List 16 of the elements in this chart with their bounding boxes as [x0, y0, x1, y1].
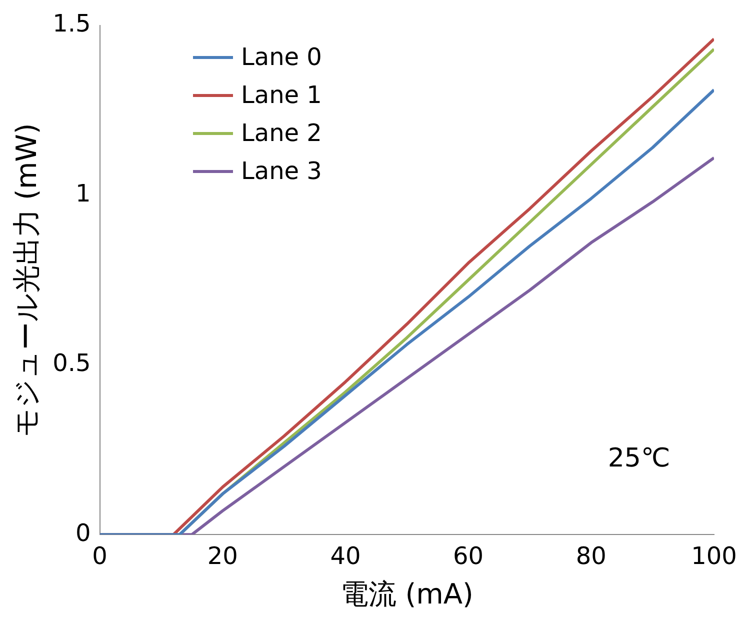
y-axis-title: モジュール光出力 (mW) — [10, 123, 44, 437]
x-tick-label: 80 — [576, 542, 606, 570]
legend-label: Lane 0 — [241, 43, 322, 71]
y-tick-label: 0.5 — [52, 349, 91, 378]
legend-label: Lane 3 — [241, 157, 322, 185]
legend-label: Lane 2 — [241, 119, 322, 147]
annotation: 25℃ — [608, 443, 670, 474]
x-tick-label: 60 — [453, 542, 484, 570]
x-axis-title: 電流 (mA) — [340, 577, 474, 610]
y-tick-label: 1.5 — [52, 10, 91, 38]
legend-label: Lane 1 — [241, 81, 322, 109]
x-tick-label: 40 — [330, 542, 361, 570]
x-tick-label: 100 — [691, 542, 737, 570]
y-tick-label: 1 — [75, 179, 91, 208]
x-tick-label: 20 — [207, 542, 238, 570]
y-tick-label: 0 — [75, 518, 91, 547]
